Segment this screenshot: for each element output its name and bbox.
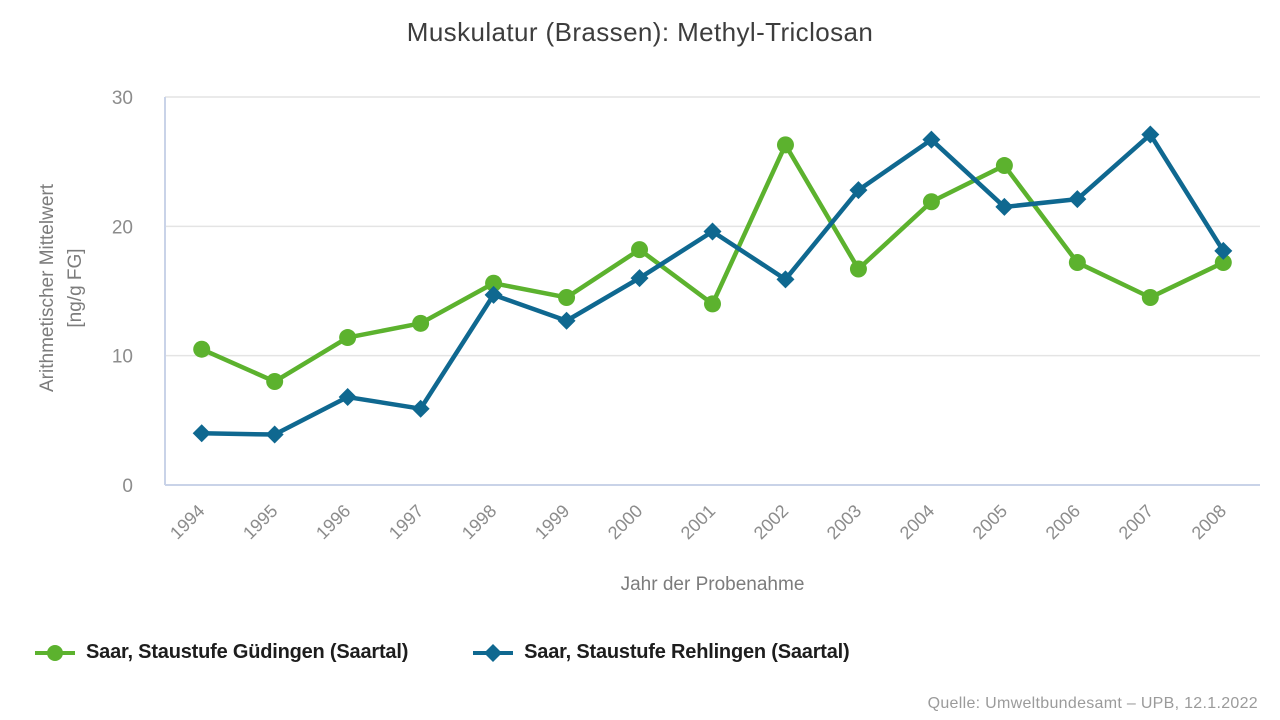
data-point-marker[interactable] (704, 295, 721, 313)
legend-circle-marker-icon (35, 644, 75, 661)
data-point-marker[interactable] (192, 424, 211, 443)
x-tick-label: 1995 (239, 501, 281, 543)
x-tick-label: 2001 (677, 501, 719, 543)
x-tick-label: 2005 (969, 501, 1011, 543)
legend-label-guedingen: Saar, Staustufe Güdingen (Saartal) (86, 641, 409, 663)
plot-svg: 0 10 20 30 1994 1995 1996 1997 1998 1999 2000 2001 2… (112, 88, 1260, 543)
x-tick-label: 2004 (896, 501, 938, 543)
data-point-marker[interactable] (1141, 125, 1160, 144)
x-axis-title: Jahr der Probenahme (620, 574, 805, 595)
x-tick-label: 1997 (385, 501, 427, 543)
legend-item-rehlingen[interactable]: Saar, Staustufe Rehlingen (Saartal) (472, 641, 850, 664)
data-point-marker[interactable] (1068, 254, 1086, 272)
data-point-marker[interactable] (485, 274, 503, 292)
data-point-marker[interactable] (266, 373, 284, 391)
data-point-marker[interactable] (703, 222, 722, 241)
data-point-marker[interactable] (776, 136, 794, 154)
data-point-marker[interactable] (265, 425, 284, 444)
legend: Saar, Staustufe Güdingen (Saartal) Saar,… (34, 641, 850, 664)
data-point-marker[interactable] (412, 314, 430, 332)
x-tick-label: 1996 (312, 501, 354, 543)
data-point-marker[interactable] (557, 311, 576, 330)
x-tick-label: 2003 (823, 501, 865, 543)
data-point-marker[interactable] (630, 269, 649, 288)
data-point-marker[interactable] (922, 193, 940, 211)
x-tick-label: 2008 (1188, 501, 1230, 543)
data-point-marker[interactable] (193, 340, 211, 358)
y-axis-title-line1: Arithmetischer Mittelwert (37, 184, 58, 392)
data-point-marker[interactable] (411, 399, 430, 418)
data-point-marker[interactable] (484, 285, 503, 304)
x-tick-label: 1994 (166, 501, 208, 543)
series-line-1 (199, 132, 1226, 437)
data-point-marker[interactable] (995, 197, 1014, 216)
y-tick-label: 0 (122, 476, 133, 497)
y-tick-label: 20 (112, 217, 133, 238)
y-tick-label: 10 (112, 347, 133, 368)
data-point-marker[interactable] (631, 241, 649, 259)
legend-item-guedingen[interactable]: Saar, Staustufe Güdingen (Saartal) (34, 641, 408, 664)
data-point-marker[interactable] (849, 260, 867, 278)
data-point-marker[interactable] (1214, 254, 1232, 272)
x-tick-label: 1999 (531, 501, 573, 543)
source-attribution: Quelle: Umweltbundesamt – UPB, 12.1.2022 (927, 695, 1258, 712)
data-point-marker[interactable] (558, 288, 576, 306)
data-point-marker[interactable] (1214, 241, 1233, 260)
data-point-marker[interactable] (1068, 190, 1087, 209)
x-tick-label: 2000 (604, 501, 646, 543)
x-tick-label: 2002 (750, 501, 792, 543)
y-axis-title: Arithmetischer Mittelwert [ng/g FG] (34, 184, 90, 392)
x-tick-label: 2006 (1042, 501, 1084, 543)
y-axis-title-line2: [ng/g FG] (65, 248, 86, 328)
data-point-marker[interactable] (776, 270, 795, 289)
data-point-marker[interactable] (849, 181, 868, 200)
legend-label-rehlingen: Saar, Staustufe Rehlingen (Saartal) (524, 641, 850, 663)
y-tick-label: 30 (112, 88, 133, 109)
data-point-marker[interactable] (995, 157, 1013, 175)
x-tick-label: 2007 (1115, 501, 1157, 543)
legend-diamond-marker-icon (473, 643, 514, 662)
data-point-marker[interactable] (338, 388, 357, 407)
data-point-marker[interactable] (339, 329, 357, 347)
chart-title: Muskulatur (Brassen): Methyl-Triclosan (406, 17, 874, 47)
data-point-marker[interactable] (1141, 288, 1159, 306)
data-point-marker[interactable] (922, 130, 941, 149)
x-tick-label: 1998 (458, 501, 500, 543)
